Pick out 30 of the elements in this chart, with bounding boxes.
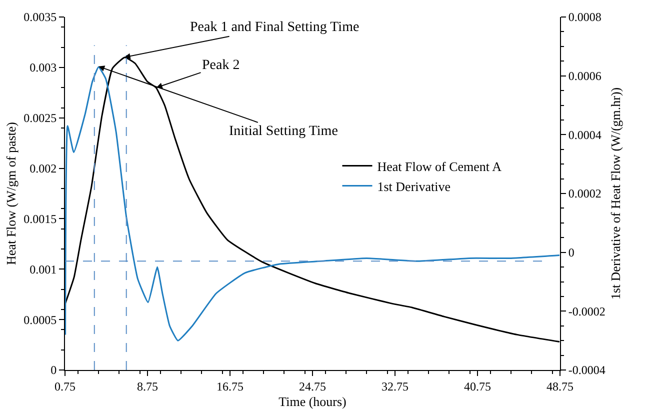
- y-tick-label: 0.0015: [24, 212, 57, 226]
- y-axis-title: Heat Flow (W/gm of paste): [4, 122, 19, 265]
- x-tick-label: 16.75: [216, 379, 244, 394]
- y2-axis-title: 1st Derivative of Heat Flow (W/(gm.hr)): [608, 87, 623, 300]
- y-tick-label: 0.0005: [24, 312, 57, 327]
- x-tick-label: 40.75: [464, 379, 491, 394]
- y2-tick-label: 0: [568, 246, 574, 260]
- legend-label: Heat Flow of Cement A: [377, 158, 502, 174]
- y-tick-label: 0.003: [30, 60, 57, 75]
- y-tick-label: 0.0035: [24, 10, 57, 24]
- y-tick-label: 0.0025: [24, 111, 57, 126]
- x-tick-label: 0.75: [54, 379, 76, 394]
- y2-tick-label: 0.0008: [568, 10, 602, 24]
- y2-tick-label: -0.0004: [568, 363, 606, 378]
- annotation: Peak 1 and Final Setting Time: [190, 20, 360, 35]
- y2-tick-label: 0.0002: [568, 186, 602, 201]
- x-tick-label: 8.75: [137, 379, 158, 394]
- y2-tick-label: -0.0002: [568, 304, 606, 318]
- y-tick-label: 0.002: [30, 161, 57, 176]
- annotation: Initial Setting Time: [229, 124, 338, 139]
- x-tick-label: 32.75: [382, 379, 408, 394]
- y2-tick-label: 0.0004: [568, 128, 602, 142]
- x-tick-label: 48.75: [546, 379, 574, 394]
- y2-tick-label: 0.0006: [568, 69, 602, 84]
- y-tick-label: 0.001: [30, 262, 57, 276]
- y-tick-label: 0: [50, 363, 57, 378]
- x-axis-title: Time (hours): [278, 394, 346, 409]
- x-tick-label: 24.75: [299, 379, 326, 394]
- legend-label: 1st Derivative: [377, 178, 451, 194]
- annotation: Peak 2: [202, 58, 240, 73]
